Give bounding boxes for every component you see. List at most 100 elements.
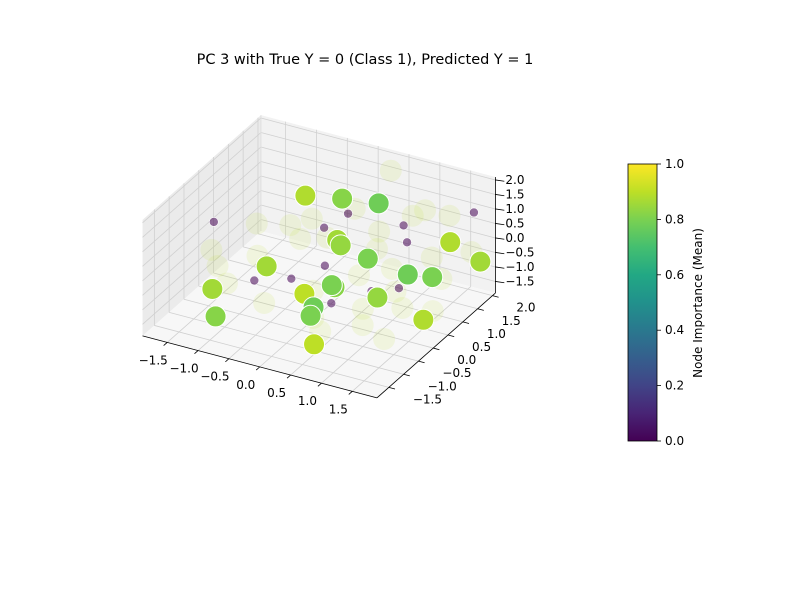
z-tick-mark [495,237,505,240]
faint-point [300,207,323,230]
x-tick-mark [317,382,322,387]
high-point [356,247,379,270]
faint-point [289,227,312,250]
grid-line [142,175,262,282]
low-point [320,260,330,271]
grid-line [142,161,262,267]
grid-line [260,146,496,210]
x-tick-label: 0.0 [236,378,255,392]
high-point [469,250,492,273]
low-point [394,283,404,294]
z-tick-mark [495,266,505,269]
high-point [412,308,435,331]
high-point [329,234,352,257]
faint-point [379,159,402,182]
low-point [286,273,297,284]
grid-line [352,286,471,392]
grid-line [142,146,262,253]
grid-line [260,132,496,195]
colorbar-tick-label: 0.4 [665,323,684,337]
x-tick-mark [194,350,199,355]
high-point [204,305,227,328]
faint-point [245,212,268,235]
grid-line [260,219,496,282]
y-tick-mark [388,386,396,390]
z-tick-label: 0.5 [505,216,524,230]
z-tick-label: −1.5 [505,274,534,288]
x-tick-label: −1.0 [169,362,198,376]
x-tick-mark [348,391,353,395]
z-tick-mark [495,208,505,211]
low-point [398,220,409,231]
low-point [343,208,353,219]
y-tick-mark [418,360,425,364]
x-tick-mark [286,374,291,379]
y-tick-mark [477,308,484,311]
y-tick-label: −0.5 [442,366,471,380]
y-tick-mark [447,334,455,337]
high-point [299,304,322,327]
colorbar-tick-label: 0.0 [665,434,684,448]
grid-line [142,117,262,224]
colorbar-ticks: 0.0 0.2 0.4 0.6 0.8 1.0 [657,157,684,448]
x-tick-mark [163,342,168,346]
x-tick-label: 1.0 [298,394,317,408]
faint-point [200,238,223,261]
y-tick-label: 0.0 [457,353,476,367]
grid-line [154,325,389,388]
colorbar-label: Node Importance (Mean) [691,228,705,378]
colorbar [627,163,658,442]
faint-point [206,254,229,277]
y-tick-label: −1.0 [428,379,457,393]
grid-line [166,237,286,343]
faint-point [391,297,414,320]
grid-line [260,204,496,268]
high-point [396,263,419,286]
faint-point [420,246,443,269]
high-point [201,277,224,300]
low-point [402,237,412,248]
y-tick-mark [403,373,410,377]
faint-point [347,264,370,287]
z-tick-label: −0.5 [505,245,534,259]
y-tick-label: 1.5 [502,314,521,328]
z-tick-mark [495,194,505,197]
faint-point [414,199,437,222]
z-tick-label: 1.5 [505,187,524,201]
x-tick-label: −1.5 [139,353,168,367]
low-point [249,275,260,286]
low-point [469,207,479,218]
grid-line [228,253,348,360]
z-tick-label: −1.0 [505,260,534,274]
y-axis-line [376,292,496,399]
colorbar-tick-label: 1.0 [665,157,684,171]
grid-line [142,204,262,311]
high-point [439,231,462,254]
tick-labels-layer: −1.5−1.0−0.50.00.51.01.5−1.5−1.0−0.50.00… [139,173,536,416]
high-point [294,184,317,207]
grid-line [142,219,262,325]
z-tick-label: 0.0 [505,231,524,245]
high-point [421,266,444,289]
y-tick-mark [433,347,440,351]
x-tick-label: 1.5 [329,402,348,416]
z-tick-label: 1.0 [505,202,524,216]
high-point [255,255,278,278]
x-tick-label: 0.5 [267,386,286,400]
z-tick-mark [495,281,505,284]
grid-line [142,132,262,238]
y-tick-label: 0.5 [472,340,491,354]
y-tick-label: 1.0 [487,327,506,341]
grid-line [243,246,478,310]
y-tick-label: 2.0 [516,301,535,315]
y-tick-label: −1.5 [413,392,442,406]
z-tick-mark [495,223,505,226]
grid-line [321,278,441,384]
side-pane [142,115,261,336]
x-tick-mark [255,366,261,371]
axes-layer [142,115,505,399]
high-point [367,192,390,215]
low-point [209,217,219,227]
y-tick-mark [492,295,499,298]
